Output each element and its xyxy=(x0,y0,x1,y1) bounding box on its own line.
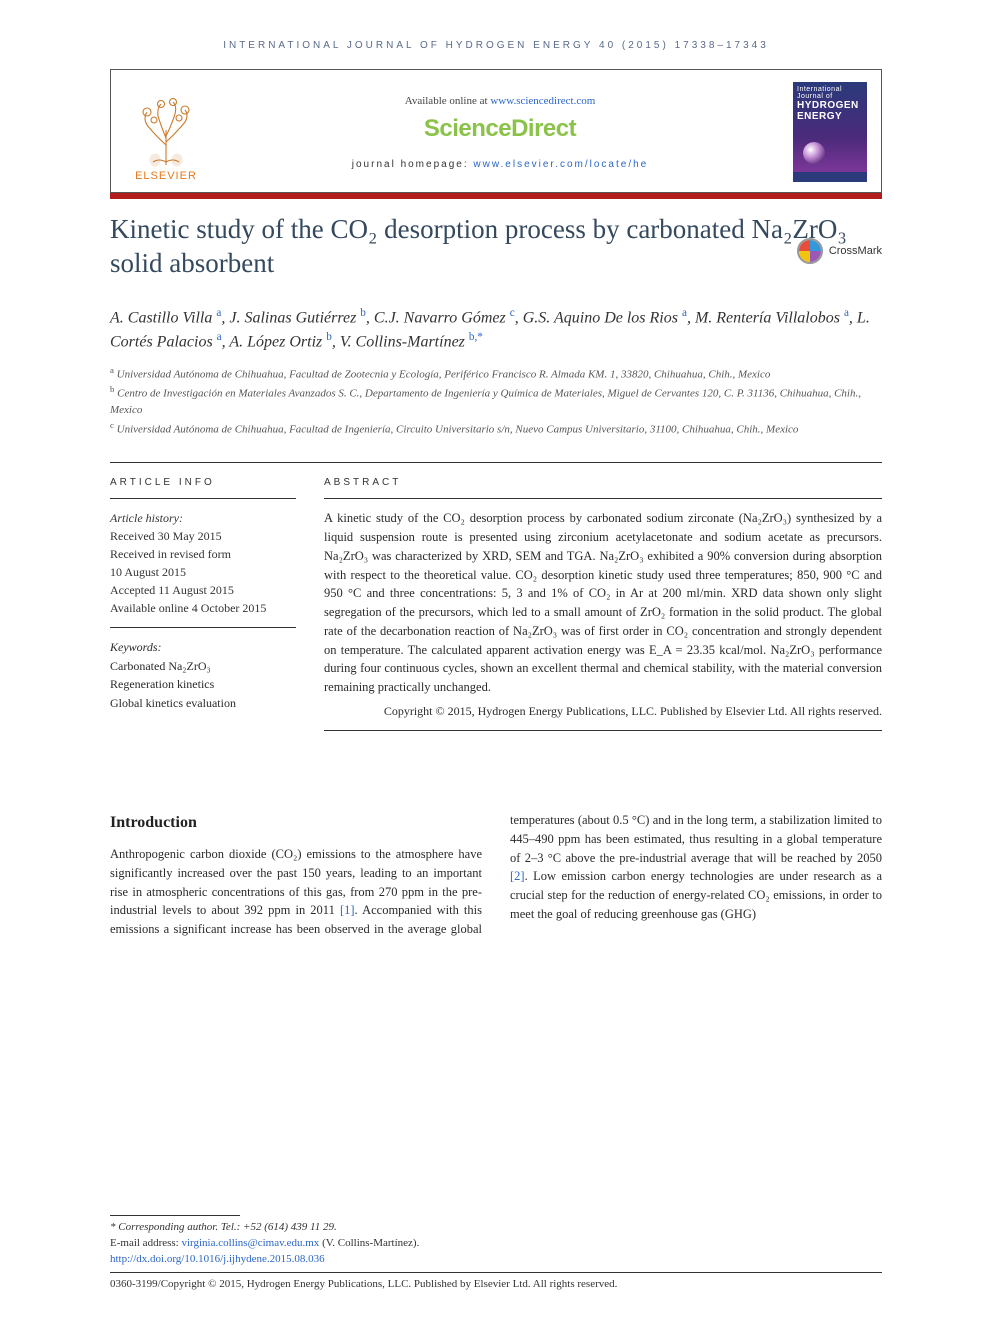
doi-link[interactable]: http://dx.doi.org/10.1016/j.ijhydene.201… xyxy=(110,1253,325,1265)
crossmark-widget[interactable]: CrossMark xyxy=(797,238,882,264)
article-title: Kinetic study of the CO₂ desorption proc… xyxy=(110,213,882,281)
introduction-heading: Introduction xyxy=(110,811,482,835)
sciencedirect-link[interactable]: www.sciencedirect.com xyxy=(490,95,595,107)
info-rule-2 xyxy=(110,627,296,628)
available-online-line: Available online at www.sciencedirect.co… xyxy=(219,95,781,107)
cover-graphic-icon xyxy=(803,142,825,164)
elsevier-tree-icon xyxy=(125,90,207,168)
abstract-rule-top xyxy=(324,498,882,499)
abstract-copyright: Copyright © 2015, Hydrogen Energy Public… xyxy=(324,703,882,720)
keyword-item: Carbonated Na₂ZrO₃ xyxy=(110,657,296,676)
corr-text: * Corresponding author. Tel.: +52 (614) … xyxy=(110,1221,337,1233)
citation-2-link[interactable]: [2] xyxy=(510,869,525,883)
email-link[interactable]: virginia.collins@cimav.edu.mx xyxy=(181,1237,319,1249)
article-info-head: ARTICLE INFO xyxy=(110,477,296,488)
corresponding-author: * Corresponding author. Tel.: +52 (614) … xyxy=(110,1220,882,1236)
page-footer: * Corresponding author. Tel.: +52 (614) … xyxy=(110,1215,882,1293)
introduction-columns: Introduction Anthropogenic carbon dioxid… xyxy=(110,811,882,939)
footer-full-rule xyxy=(110,1272,882,1273)
issn-copyright-line: 0360-3199/Copyright © 2015, Hydrogen Ene… xyxy=(110,1277,882,1293)
email-tail: (V. Collins-Martínez). xyxy=(319,1237,419,1249)
article-history: Article history: Received 30 May 2015Rec… xyxy=(110,509,296,617)
journal-homepage-line: journal homepage: www.elsevier.com/locat… xyxy=(219,159,781,170)
article-info-column: ARTICLE INFO Article history: Received 3… xyxy=(110,477,296,741)
affiliation-item: c Universidad Autónoma de Chihuahua, Fac… xyxy=(110,419,882,439)
keywords-label: Keywords: xyxy=(110,638,296,657)
author-list: A. Castillo Villa a, J. Salinas Gutiérre… xyxy=(110,305,882,354)
cover-title-2: ENERGY xyxy=(797,111,863,122)
affiliation-list: a Universidad Autónoma de Chihuahua, Fac… xyxy=(110,364,882,439)
citation-1-link[interactable]: [1] xyxy=(340,903,355,917)
keyword-item: Regeneration kinetics xyxy=(110,675,296,694)
affiliation-item: a Universidad Autónoma de Chihuahua, Fac… xyxy=(110,364,882,384)
history-line: Accepted 11 August 2015 xyxy=(110,581,296,599)
abstract-body: A kinetic study of the CO₂ desorption pr… xyxy=(324,509,882,697)
footnote-rule xyxy=(110,1215,240,1216)
elsevier-wordmark: ELSEVIER xyxy=(135,170,197,182)
sciencedirect-brand: ScienceDirect xyxy=(424,115,576,143)
abstract-rule-bottom xyxy=(324,730,882,731)
email-line: E-mail address: virginia.collins@cimav.e… xyxy=(110,1236,882,1252)
crossmark-icon xyxy=(797,238,823,264)
info-rule-1 xyxy=(110,498,296,499)
keyword-item: Global kinetics evaluation xyxy=(110,694,296,713)
header-center: Available online at www.sciencedirect.co… xyxy=(219,95,781,170)
email-label: E-mail address: xyxy=(110,1237,181,1249)
running-head: INTERNATIONAL JOURNAL OF HYDROGEN ENERGY… xyxy=(110,40,882,51)
red-divider-bar xyxy=(110,193,882,199)
abstract-column: ABSTRACT A kinetic study of the CO₂ deso… xyxy=(324,477,882,741)
info-abstract-row: ARTICLE INFO Article history: Received 3… xyxy=(110,462,882,741)
cover-subtitle: International Journal of xyxy=(797,86,863,100)
publisher-header-box: ELSEVIER Available online at www.science… xyxy=(110,69,882,193)
journal-cover-thumbnail: International Journal of HYDROGEN ENERGY xyxy=(793,82,867,182)
history-label: Article history: xyxy=(110,509,296,527)
history-line: Available online 4 October 2015 xyxy=(110,599,296,617)
affiliation-item: b Centro de Investigación en Materiales … xyxy=(110,383,882,419)
cover-footer-strip xyxy=(793,172,867,182)
elsevier-logo: ELSEVIER xyxy=(125,82,207,182)
available-prefix: Available online at xyxy=(405,95,491,107)
keywords-block: Keywords: Carbonated Na₂ZrO₃Regeneration… xyxy=(110,638,296,712)
intro-seg-2b: . Low emission carbon energy technologie… xyxy=(510,869,882,921)
cover-title-1: HYDROGEN xyxy=(797,100,863,111)
history-line: Received 30 May 2015 xyxy=(110,527,296,545)
journal-home-prefix: journal homepage: xyxy=(352,159,474,170)
history-line: Received in revised form xyxy=(110,545,296,563)
crossmark-label: CrossMark xyxy=(829,245,882,257)
journal-home-link[interactable]: www.elsevier.com/locate/he xyxy=(473,159,648,170)
abstract-head: ABSTRACT xyxy=(324,477,882,488)
history-line: 10 August 2015 xyxy=(110,563,296,581)
